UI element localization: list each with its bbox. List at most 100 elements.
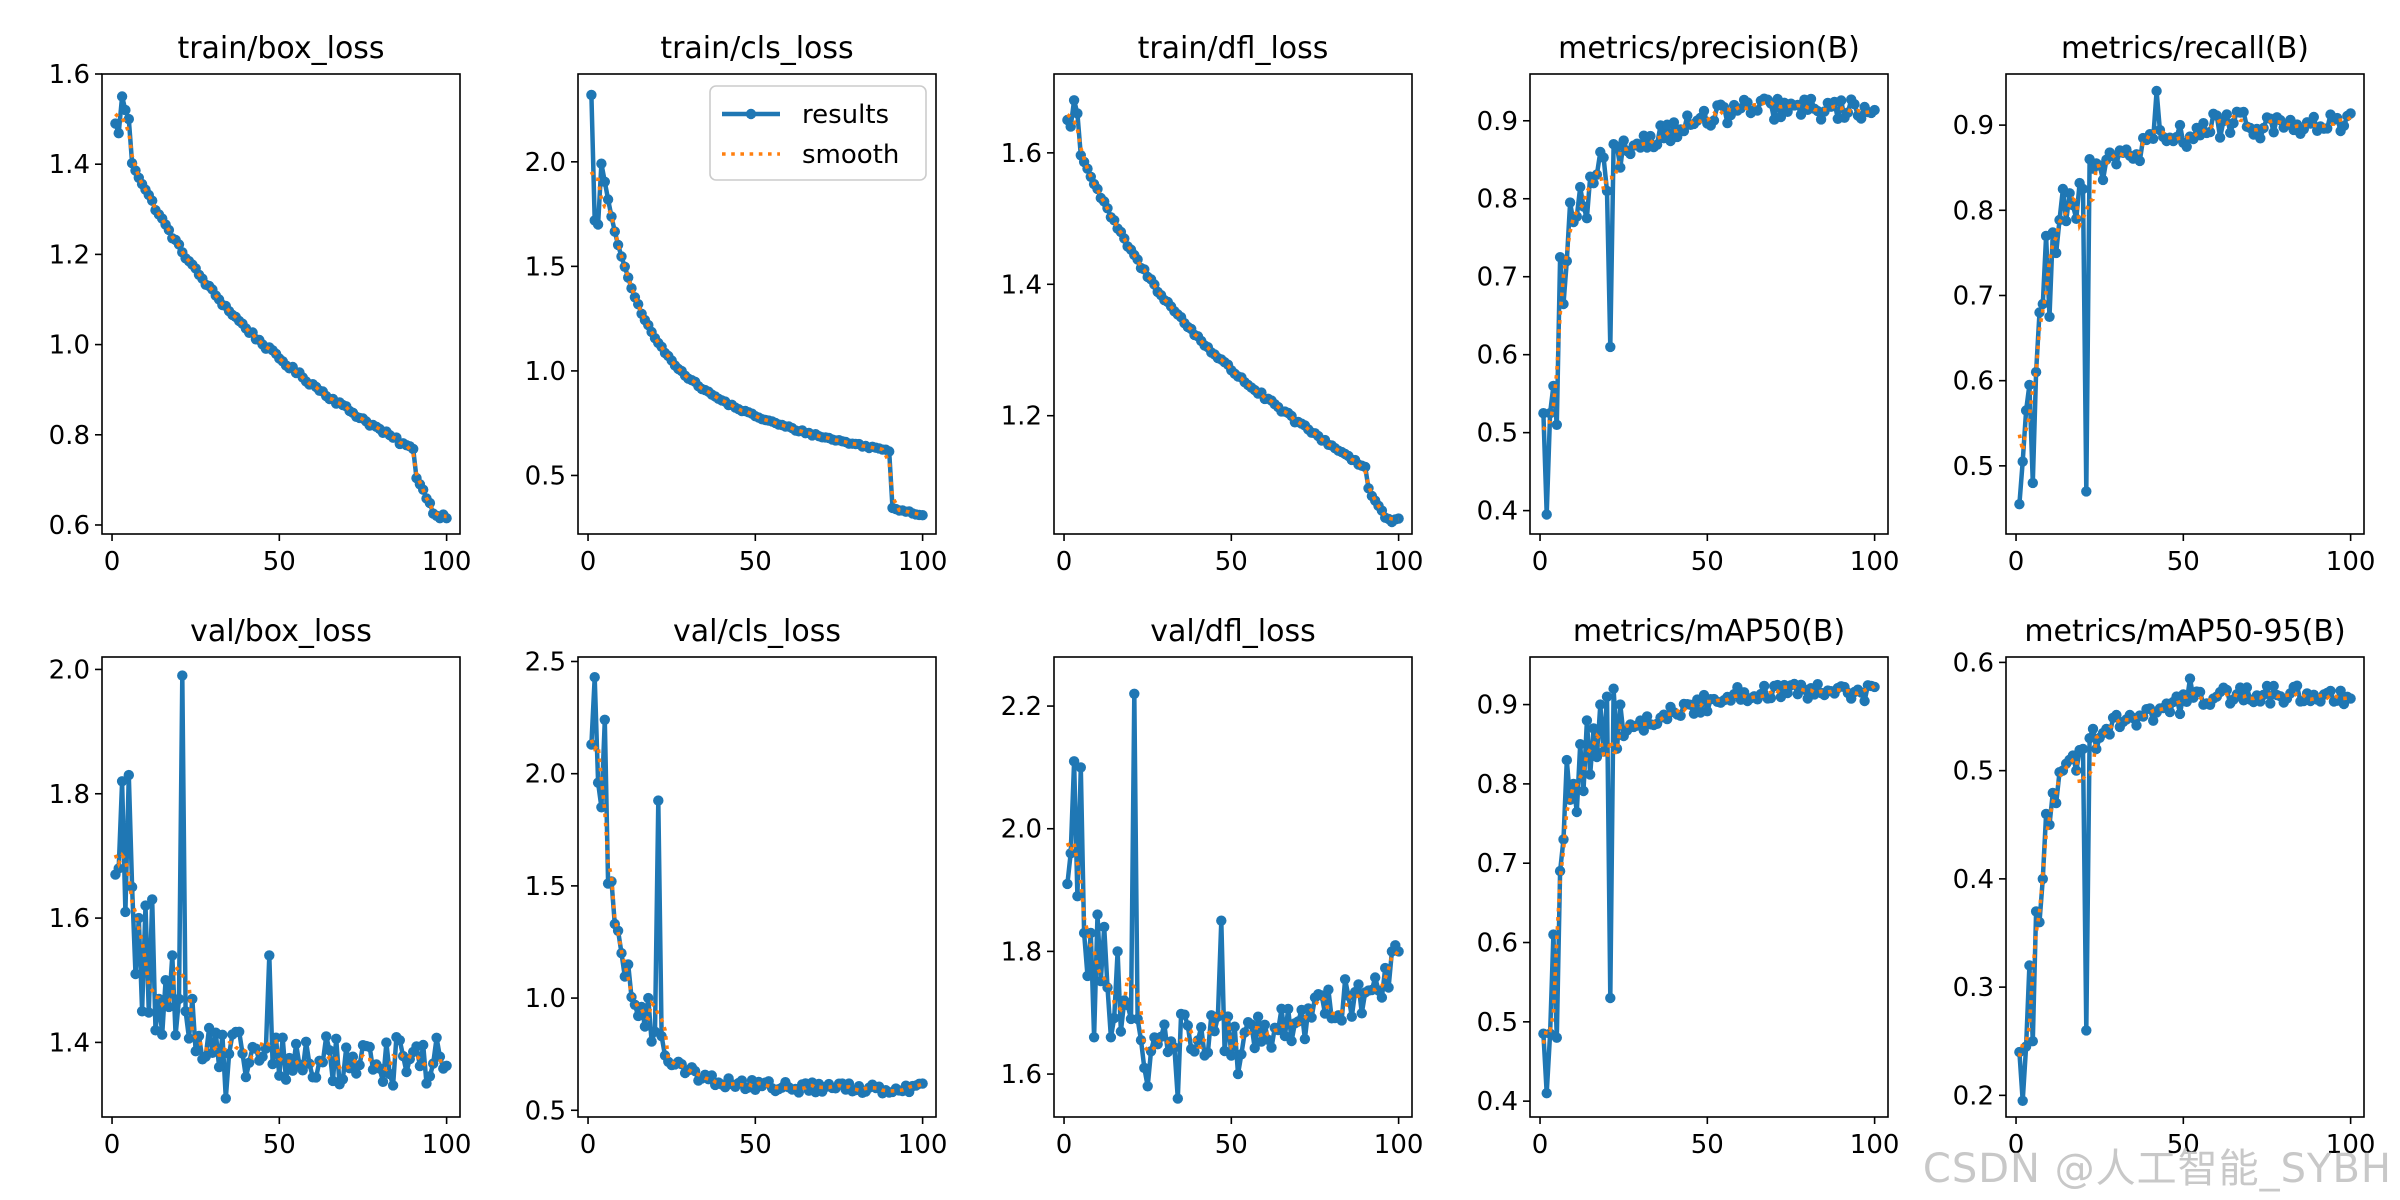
x-tick-label: 50	[739, 1130, 772, 1160]
results-point	[2047, 227, 2058, 238]
subplot-train-dfl-loss: train/dfl_loss 0 50 100 1.2 1.4 1.6	[1001, 31, 1424, 577]
results-point	[1651, 139, 1663, 150]
results-point	[1668, 117, 1680, 128]
results-point	[612, 925, 624, 936]
results-point	[2111, 159, 2122, 170]
smooth-line	[1065, 836, 1401, 1053]
results-point	[1625, 148, 1636, 160]
results-point	[609, 226, 620, 237]
results-point	[130, 968, 141, 980]
subplot-val-dfl-loss: val/dfl_loss 0 50 100 1.6 1.8 2.0 2.2	[1001, 614, 1424, 1160]
results-point	[441, 513, 452, 524]
results-point	[2164, 706, 2176, 718]
x-tick-label: 100	[1850, 1130, 1900, 1160]
smooth-line	[2017, 691, 2351, 1058]
results-point	[414, 1060, 426, 1072]
results-point	[1708, 115, 1720, 126]
results-point	[1209, 1026, 1220, 1037]
results-point	[1112, 946, 1123, 957]
y-tick-label: 1.4	[49, 150, 90, 180]
results-point	[2014, 499, 2025, 510]
results-point	[1252, 1011, 1264, 1022]
y-tick-label: 0.4	[1477, 1087, 1518, 1117]
results-point	[1249, 1042, 1260, 1054]
y-tick-label: 1.5	[525, 252, 566, 282]
results-point	[2027, 477, 2039, 489]
results-point	[1561, 754, 1573, 766]
x-tick-label: 100	[2326, 1130, 2376, 1160]
x-tick-label: 100	[1374, 547, 1424, 577]
results-point	[1585, 769, 1596, 780]
results-point	[1849, 99, 1860, 110]
results-point	[2081, 1025, 2092, 1036]
results-point	[240, 1071, 252, 1083]
results-point	[1738, 687, 1750, 698]
results-point	[277, 1032, 288, 1043]
results-point	[1189, 1046, 1200, 1057]
results-line	[113, 94, 449, 521]
results-point	[2024, 379, 2035, 391]
results-point	[287, 1065, 298, 1076]
results-point	[1662, 713, 1673, 725]
results-line	[1065, 691, 1401, 1101]
x-tick-label: 0	[2008, 547, 2025, 577]
y-tick-label: 1.0	[525, 984, 566, 1014]
results-point	[377, 1076, 389, 1088]
results-point	[706, 1070, 717, 1081]
results-point	[1273, 1024, 1284, 1036]
y-tick-label: 0.6	[1953, 367, 1994, 397]
results-point	[290, 1038, 302, 1050]
results-point	[2077, 743, 2089, 755]
results-point	[1561, 255, 1573, 267]
x-tick-label: 100	[898, 547, 948, 577]
results-point	[180, 1006, 191, 1017]
results-point	[2051, 247, 2062, 259]
y-tick-label: 1.2	[1001, 402, 1042, 432]
legend-box	[709, 85, 927, 181]
results-line	[589, 674, 923, 1096]
results-point	[1099, 921, 1110, 933]
results-point	[1299, 1033, 1311, 1045]
results-point	[2020, 405, 2032, 416]
results-point	[1571, 806, 1583, 818]
y-tick-label: 0.7	[1953, 281, 1994, 311]
results-point	[284, 1052, 295, 1064]
results-point	[2131, 720, 2142, 731]
results-point	[1859, 695, 1870, 707]
results-point	[2037, 873, 2048, 885]
results-point	[1742, 97, 1753, 108]
results-point	[1698, 105, 1710, 117]
results-point	[2104, 729, 2115, 740]
y-tick-label: 0.6	[49, 511, 90, 541]
results-point	[1735, 103, 1747, 114]
results-point	[1812, 679, 1823, 690]
axes-frame	[101, 656, 461, 1118]
results-point	[2111, 709, 2122, 721]
subplot-title: train/cls_loss	[660, 31, 853, 66]
results-point	[1805, 93, 1817, 105]
results-point	[2268, 127, 2279, 138]
y-tick-label: 2.5	[525, 647, 566, 677]
y-tick-label: 1.4	[49, 1028, 90, 1058]
y-tick-label: 1.6	[49, 904, 90, 934]
results-point	[1062, 878, 1073, 890]
results-point	[304, 1058, 315, 1069]
y-tick-label: 0.2	[1953, 1081, 1994, 1111]
x-tick-label: 50	[263, 547, 296, 577]
results-point	[1346, 1011, 1358, 1022]
results-point	[2204, 126, 2216, 138]
results-point	[1286, 1035, 1297, 1047]
y-tick-label: 0.5	[525, 461, 566, 491]
results-point	[1588, 723, 1599, 734]
x-tick-label: 100	[422, 1130, 472, 1160]
x-tick-label: 50	[1691, 547, 1724, 577]
results-point	[264, 950, 275, 961]
results-point	[1172, 1093, 1184, 1104]
results-point	[1360, 461, 1371, 473]
results-point	[2017, 1095, 2028, 1107]
results-point	[1082, 970, 1093, 982]
watermark: CSDN @人工智能_SYBH	[1922, 1146, 2392, 1192]
results-point	[1682, 110, 1693, 121]
results-point	[120, 104, 131, 116]
